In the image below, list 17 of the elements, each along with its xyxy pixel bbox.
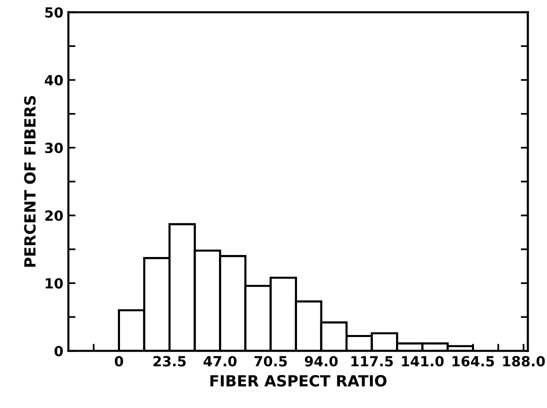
x-tick-label: 141.0 [402, 356, 444, 366]
x-tick-label: 23.5 [153, 356, 186, 366]
y-tick-label: 10 [46, 278, 63, 289]
x-tick-label: 94.0 [304, 356, 338, 366]
x-tick-label: 188.0 [503, 356, 545, 366]
x-tick-label: 70.5 [254, 356, 287, 366]
x-axis-title: FIBER ASPECT RATIO [210, 375, 386, 387]
y-tick-label: 20 [45, 210, 63, 221]
x-tick-label: 117.5 [351, 356, 393, 366]
y-tick-label: 40 [44, 74, 63, 86]
x-tick-label: 47.0 [204, 356, 237, 366]
x-tick-label: 0 [114, 356, 124, 366]
y-axis-title: PERCENT OF FIBERS [24, 96, 36, 267]
x-tick-label: 164.5 [452, 356, 494, 366]
y-tick-label: 50 [45, 7, 63, 18]
y-tick-label: 0 [54, 346, 63, 356]
y-tick-label: 30 [45, 142, 63, 154]
